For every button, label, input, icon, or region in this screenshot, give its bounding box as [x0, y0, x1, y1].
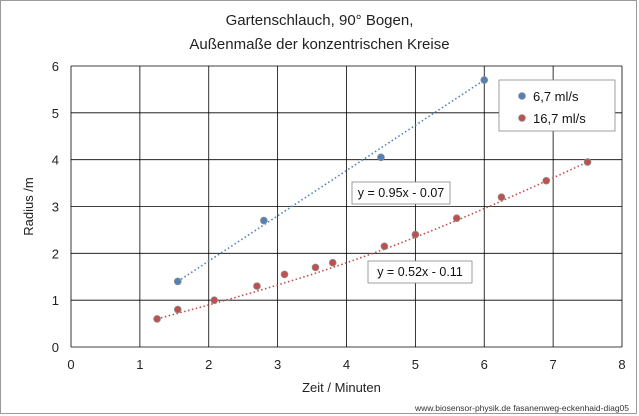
chart-title-line-2: Außenmaße der konzentrischen Kreise	[189, 36, 450, 53]
data-point-series-2	[280, 270, 289, 279]
y-tick-label: 2	[52, 246, 59, 261]
y-tick-label: 0	[52, 340, 59, 355]
x-tick-label: 1	[136, 357, 143, 372]
data-point-series-2	[173, 305, 182, 314]
y-tick-label: 6	[52, 59, 59, 74]
legend-label: 6,7 ml/s	[533, 89, 579, 104]
x-tick-label: 2	[205, 357, 212, 372]
data-point-series-1	[173, 277, 182, 286]
data-point-series-2	[210, 296, 219, 304]
chart-title-line-1: Gartenschlauch, 90° Bogen,	[225, 12, 414, 29]
trendline-label: y = 0.52x - 0.11	[377, 265, 463, 279]
data-point-series-2	[452, 214, 461, 223]
x-tick-label: 6	[481, 357, 488, 372]
trendline-2	[156, 161, 588, 320]
source-credit: www.biosensor-physik.de fasanenweg-ecken…	[414, 403, 629, 413]
legend-marker	[518, 114, 526, 122]
data-point-series-2	[583, 158, 592, 166]
y-axis-label: Radius /m	[21, 177, 36, 236]
legend-marker	[518, 92, 526, 100]
data-point-series-2	[328, 258, 337, 267]
data-point-series-1	[377, 153, 385, 162]
data-point-series-2	[411, 230, 420, 239]
y-tick-label: 4	[52, 153, 59, 168]
data-point-series-1	[260, 216, 268, 225]
data-point-series-2	[542, 176, 551, 185]
y-tick-label: 5	[52, 106, 59, 121]
data-point-series-2	[497, 193, 506, 201]
trendline-label: y = 0.95x - 0.07	[358, 186, 445, 200]
x-tick-label: 5	[412, 357, 419, 372]
y-tick-label: 1	[52, 293, 59, 308]
data-point-series-1	[480, 76, 489, 84]
trendline-label-box	[367, 260, 473, 284]
x-tick-label: 7	[550, 357, 557, 372]
x-tick-label: 8	[618, 357, 625, 372]
x-tick-label: 4	[343, 357, 350, 372]
data-point-series-2	[380, 242, 389, 251]
data-point-series-2	[153, 315, 161, 323]
legend-box	[498, 79, 616, 132]
legend-label: 16,7 ml/s	[533, 111, 586, 126]
x-tick-label: 3	[274, 357, 281, 372]
trendline-1	[177, 79, 485, 283]
y-tick-label: 3	[52, 200, 59, 215]
data-point-series-2	[253, 282, 261, 290]
x-tick-label: 0	[67, 357, 74, 372]
x-axis-label: Zeit / Minuten	[302, 380, 381, 395]
data-point-series-2	[311, 263, 320, 272]
trendline-label-box	[351, 181, 451, 205]
